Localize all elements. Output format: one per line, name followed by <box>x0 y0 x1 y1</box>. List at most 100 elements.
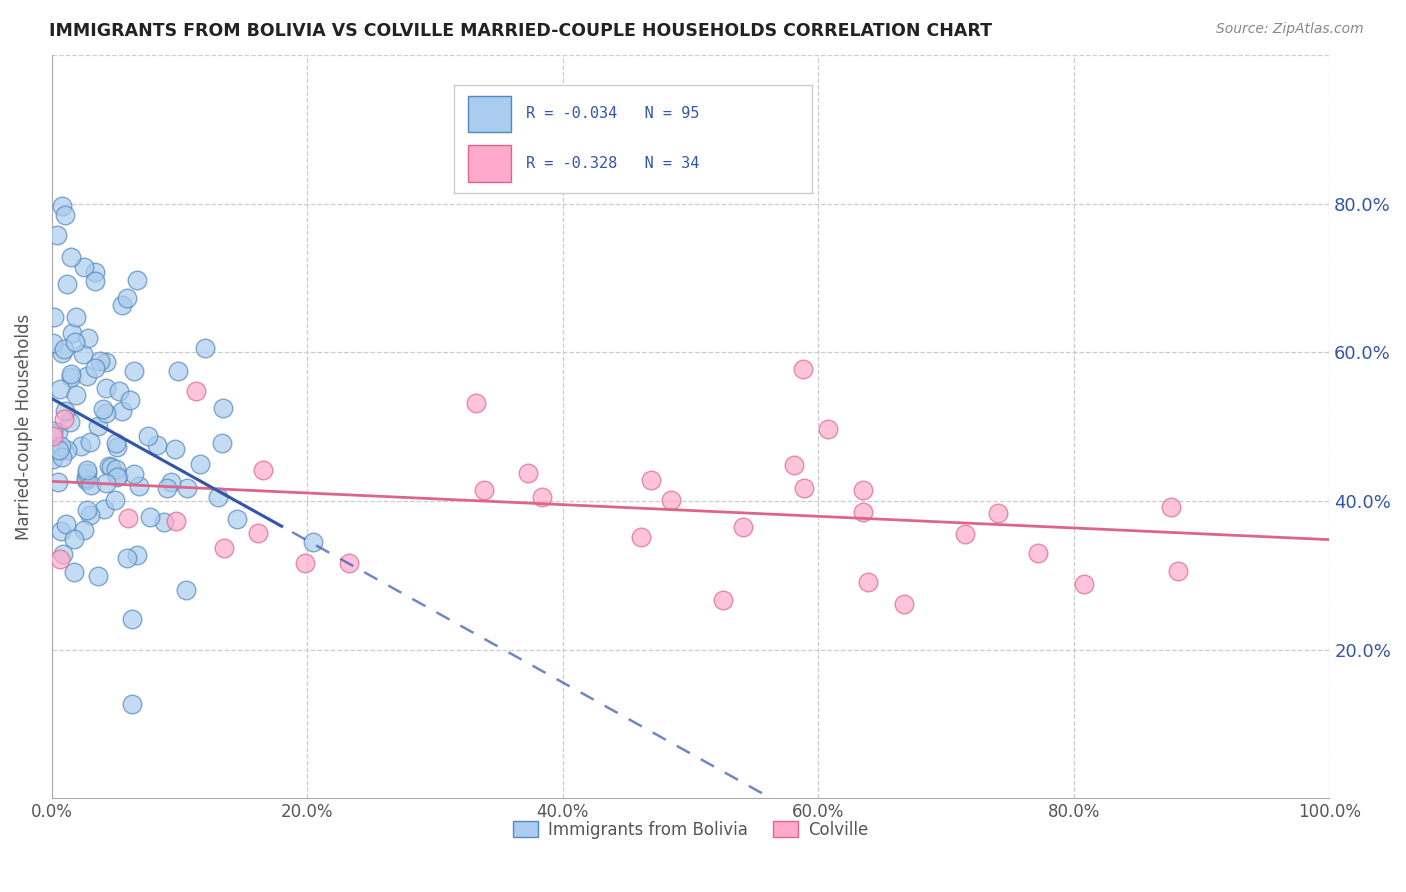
Point <box>659 492 682 507</box>
Point <box>94 355 117 369</box>
Point <box>153 515 176 529</box>
Point <box>160 475 183 490</box>
Point <box>42 424 65 438</box>
Point <box>107 384 129 399</box>
Point <box>59 415 82 429</box>
Point <box>1073 577 1095 591</box>
Point <box>472 483 495 498</box>
Point <box>63 532 86 546</box>
Point <box>49 382 72 396</box>
Point <box>111 404 134 418</box>
Point <box>44 310 66 324</box>
Point <box>211 436 233 450</box>
Point <box>100 459 122 474</box>
Point <box>856 575 879 590</box>
Point <box>104 492 127 507</box>
Point <box>45 228 67 243</box>
Point <box>73 523 96 537</box>
Point <box>84 274 107 288</box>
Point <box>94 476 117 491</box>
Point <box>125 549 148 563</box>
Point <box>46 475 69 489</box>
Point <box>530 490 553 504</box>
Point <box>87 568 110 582</box>
Point <box>128 479 150 493</box>
Point <box>156 482 179 496</box>
Point <box>76 369 98 384</box>
Point <box>1166 565 1188 579</box>
Point <box>122 467 145 482</box>
Point <box>337 557 360 571</box>
Point <box>70 439 93 453</box>
Point <box>630 530 652 544</box>
Point <box>51 199 73 213</box>
Point <box>79 478 101 492</box>
Point <box>122 364 145 378</box>
Point <box>94 380 117 394</box>
Point <box>52 547 75 561</box>
Point <box>56 443 79 458</box>
Point <box>711 592 734 607</box>
Point <box>121 612 143 626</box>
Point <box>252 463 274 477</box>
Text: Source: ZipAtlas.com: Source: ZipAtlas.com <box>1216 22 1364 37</box>
Point <box>125 273 148 287</box>
Point <box>76 502 98 516</box>
Point <box>107 441 129 455</box>
Point <box>59 250 82 264</box>
Point <box>89 353 111 368</box>
Point <box>731 520 754 534</box>
Point <box>87 419 110 434</box>
Point <box>302 534 325 549</box>
Point <box>52 412 75 426</box>
Point <box>49 439 72 453</box>
Point <box>51 346 73 360</box>
Point <box>42 335 65 350</box>
Point <box>953 526 976 541</box>
Point <box>75 471 97 485</box>
Point <box>118 393 141 408</box>
Point <box>65 388 87 402</box>
Point <box>60 369 83 384</box>
Point <box>817 422 839 436</box>
Point <box>640 473 662 487</box>
Point <box>60 326 83 341</box>
Point <box>73 260 96 274</box>
Point <box>211 401 233 416</box>
Point <box>517 466 540 480</box>
Point <box>93 502 115 516</box>
Point <box>79 435 101 450</box>
Y-axis label: Married-couple Households: Married-couple Households <box>15 313 32 540</box>
Legend: Immigrants from Bolivia, Colville: Immigrants from Bolivia, Colville <box>506 814 875 846</box>
Point <box>72 346 94 360</box>
Point <box>83 264 105 278</box>
Point <box>117 511 139 525</box>
Point <box>136 429 159 443</box>
Point <box>792 362 814 376</box>
Point <box>46 425 69 439</box>
Point <box>96 407 118 421</box>
Point <box>91 401 114 416</box>
Point <box>51 524 73 539</box>
Point <box>83 360 105 375</box>
Point <box>65 310 87 325</box>
Point <box>60 367 83 381</box>
Point <box>207 490 229 504</box>
Point <box>294 556 316 570</box>
Point <box>793 481 815 495</box>
Point <box>105 470 128 484</box>
Point <box>987 506 1010 520</box>
Point <box>176 481 198 495</box>
Point <box>111 298 134 312</box>
Point <box>98 459 121 474</box>
Point <box>176 583 198 598</box>
Point <box>893 597 915 611</box>
Point <box>1160 500 1182 514</box>
Point <box>188 457 211 471</box>
Point <box>42 429 65 443</box>
Point <box>75 473 97 487</box>
Point <box>107 469 129 483</box>
Point <box>49 552 72 566</box>
Point <box>212 541 235 555</box>
Point <box>166 514 188 528</box>
